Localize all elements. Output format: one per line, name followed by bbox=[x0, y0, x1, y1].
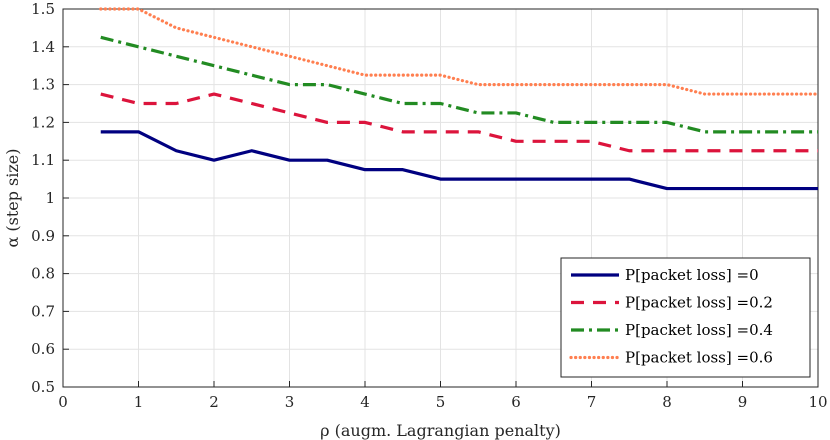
y-tick-label: 1.1 bbox=[31, 151, 55, 169]
x-tick-label: 2 bbox=[209, 393, 219, 411]
legend-label-1: P[packet loss] =0.2 bbox=[625, 294, 773, 312]
legend: P[packet loss] =0 P[packet loss] =0.2 P[pa… bbox=[560, 257, 811, 378]
x-tick-label: 6 bbox=[511, 393, 521, 411]
series-line-0 bbox=[100, 130, 818, 191]
legend-label-2: P[packet loss] =0.4 bbox=[625, 321, 773, 339]
y-tick-label: 1.4 bbox=[31, 38, 55, 56]
series-lines bbox=[99, 7, 820, 191]
x-tick-label: 0 bbox=[58, 393, 68, 411]
y-axis-label: α (step size) bbox=[3, 148, 22, 247]
legend-label-3: P[packet loss] =0.6 bbox=[625, 349, 773, 367]
x-tick-label: 10 bbox=[808, 393, 827, 411]
y-tick-label: 0.6 bbox=[31, 340, 55, 358]
y-tick-label: 1.3 bbox=[31, 76, 55, 94]
series-line-1 bbox=[100, 92, 818, 153]
y-tick-label: 0.7 bbox=[31, 302, 55, 320]
x-tick-label: 1 bbox=[134, 393, 144, 411]
x-tick-label: 9 bbox=[738, 393, 748, 411]
y-tick-label: 0.8 bbox=[31, 265, 55, 283]
x-tick-label: 5 bbox=[436, 393, 446, 411]
x-tick-label: 7 bbox=[587, 393, 597, 411]
axis-ticks: 0 1 2 3 4 5 6 7 8 9 10 0.5 0.6 0.7 0.8 0.9 1 1.1 1.2 1.3 1.4… bbox=[31, 0, 827, 411]
series-line-3 bbox=[99, 7, 820, 96]
x-axis-label: ρ (augm. Lagrangian penalty) bbox=[320, 421, 561, 440]
y-tick-label: 1 bbox=[45, 189, 55, 207]
y-tick-label: 0.9 bbox=[31, 227, 55, 245]
x-tick-label: 8 bbox=[662, 393, 672, 411]
series-line-2 bbox=[100, 35, 818, 134]
legend-label-0: P[packet loss] =0 bbox=[625, 266, 759, 284]
y-tick-label: 0.5 bbox=[31, 378, 55, 396]
x-tick-label: 3 bbox=[285, 393, 295, 411]
y-tick-label: 1.2 bbox=[31, 113, 55, 131]
y-tick-label: 1.5 bbox=[31, 0, 55, 18]
x-tick-label: 4 bbox=[360, 393, 370, 411]
